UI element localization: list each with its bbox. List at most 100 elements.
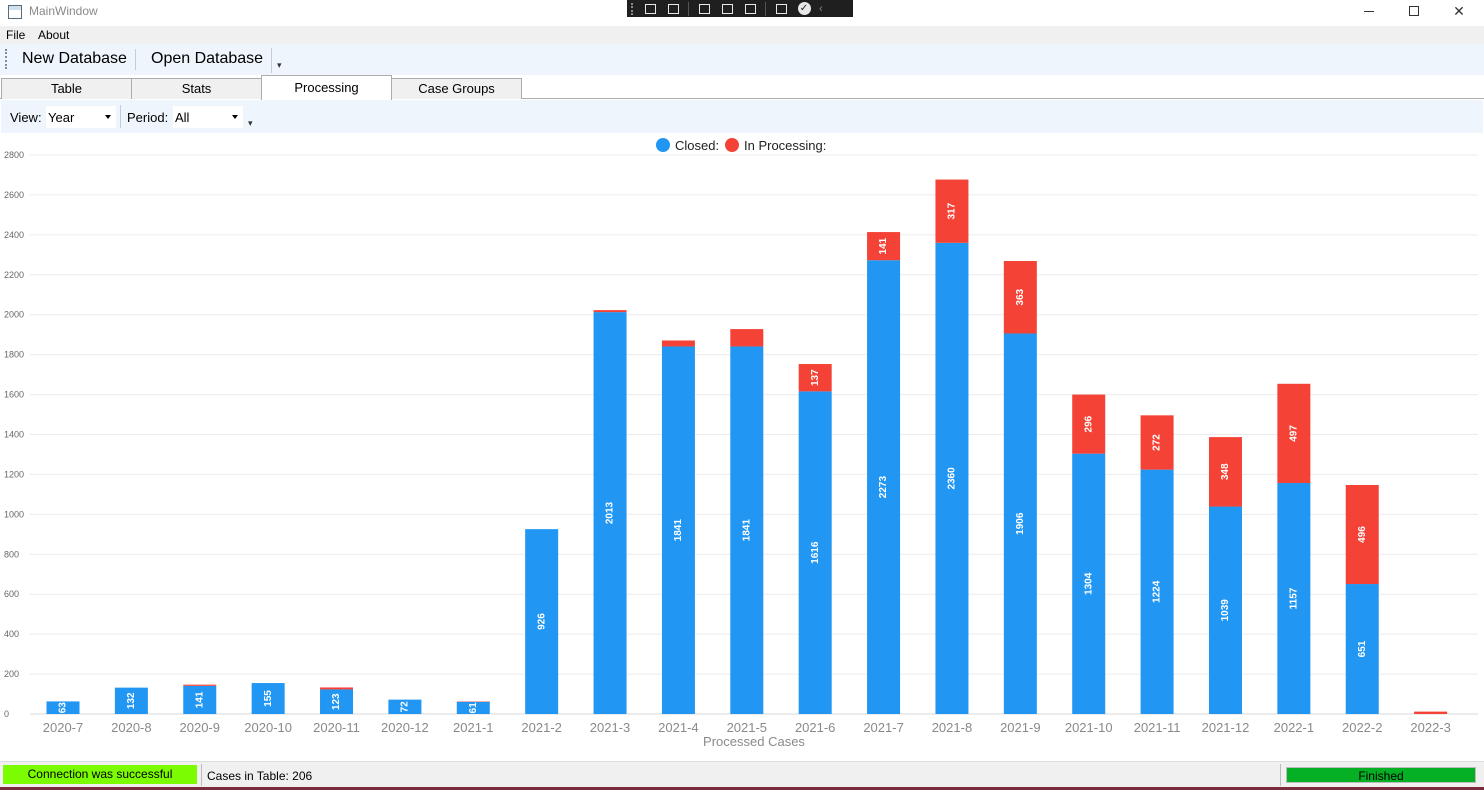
progress-fill [1287, 768, 1475, 782]
bar-in-processing [798, 364, 832, 392]
data-label-in-processing: 141 [878, 237, 889, 254]
minimize-icon [1364, 10, 1374, 12]
y-tick-label: 800 [4, 549, 19, 559]
data-label-closed: 2360 [947, 467, 958, 490]
record-icon[interactable] [665, 3, 681, 15]
connection-status: Connection was successful [3, 765, 197, 784]
legend-marker-closed [656, 138, 670, 152]
bar-closed [730, 346, 764, 714]
close-icon: ✕ [1453, 2, 1465, 19]
data-label-in-processing: 317 [947, 202, 958, 219]
y-tick-label: 400 [4, 629, 19, 639]
view-label: View: [10, 110, 42, 125]
data-label-closed: 1841 [741, 519, 752, 542]
x-tick-label: 2021-12 [1202, 720, 1250, 735]
check-icon[interactable]: ✓ [796, 2, 812, 15]
period-select-value: All [175, 110, 190, 125]
status-separator [1280, 764, 1281, 786]
bar-in-processing [1072, 394, 1106, 454]
region-icon[interactable] [742, 3, 758, 15]
data-label-closed: 123 [331, 693, 342, 710]
bar-closed [1003, 333, 1037, 714]
legend-label-closed: Closed: [675, 138, 719, 153]
y-tick-label: 2600 [4, 190, 24, 200]
toolbar-overflow-button[interactable]: ▾ [271, 48, 287, 73]
data-label-in-processing: 497 [1288, 425, 1299, 442]
data-label-in-processing: 296 [1083, 415, 1094, 432]
x-tick-label: 2021-3 [590, 720, 630, 735]
data-label-closed: 1157 [1288, 587, 1299, 609]
menu-file[interactable]: File [6, 28, 26, 42]
toolbar-grip[interactable] [5, 49, 8, 69]
bar-closed [456, 701, 490, 714]
data-label-in-processing: 496 [1357, 526, 1368, 543]
new-database-button[interactable]: New Database [22, 50, 127, 67]
x-tick-label: 2021-1 [453, 720, 493, 735]
data-label-in-processing: 363 [1015, 288, 1026, 305]
y-tick-label: 1000 [4, 509, 24, 519]
y-tick-label: 1400 [4, 430, 24, 440]
settings-icon[interactable] [773, 3, 789, 15]
open-database-button[interactable]: Open Database [151, 50, 264, 67]
separator [765, 1, 766, 16]
x-tick-label: 2022-3 [1410, 720, 1450, 735]
period-select[interactable]: All [173, 106, 243, 128]
bar-closed [525, 529, 559, 714]
filter-overflow-button[interactable]: ▾ [248, 118, 253, 128]
progress-bar: Finished [1286, 767, 1476, 783]
cases-count: Cases in Table: 206 [207, 769, 313, 783]
data-label-closed: 72 [400, 701, 411, 713]
tab-strip: Table Stats Processing Case Groups [0, 75, 1484, 100]
x-tick-label: 2021-6 [795, 720, 835, 735]
tab-processing[interactable]: Processing [261, 75, 392, 100]
x-tick-label: 2022-2 [1342, 720, 1382, 735]
menu-about[interactable]: About [38, 28, 70, 42]
data-label-closed: 2013 [605, 501, 616, 524]
bar-closed [1140, 469, 1174, 714]
data-label-closed: 63 [58, 702, 69, 714]
bar-closed [388, 699, 422, 714]
window-icon[interactable] [719, 3, 735, 15]
bar-closed [593, 312, 627, 714]
capture-toolbar: ✓ ‹ [627, 0, 853, 17]
chart-svg: 0 200 400 600 800 1000 1200 1400 1600 1800 2000 220… [4, 138, 1478, 749]
progress-text: Finished [1358, 769, 1404, 783]
data-label-in-processing: 272 [1152, 434, 1163, 451]
view-select[interactable]: Year [46, 106, 116, 128]
maximize-button[interactable] [1391, 0, 1437, 22]
x-tick-label: 2020-7 [43, 720, 83, 735]
data-label-closed: 61 [468, 702, 479, 714]
snip-icon[interactable] [642, 3, 658, 15]
x-tick-label: 2020-12 [381, 720, 429, 735]
bar-closed [46, 701, 80, 714]
close-button[interactable]: ✕ [1436, 0, 1482, 22]
y-tick-label: 1200 [4, 469, 24, 479]
bar-in-processing [1003, 261, 1037, 334]
tab-table[interactable]: Table [1, 78, 132, 99]
x-tick-label: 2021-11 [1134, 720, 1181, 735]
tab-stats[interactable]: Stats [131, 78, 262, 99]
bar-in-processing [1208, 437, 1242, 507]
chevron-left-icon[interactable]: ‹ [819, 2, 823, 15]
y-tick-label: 2800 [4, 150, 24, 160]
bar-closed [1277, 483, 1311, 714]
menu-bar: File About [0, 26, 1484, 44]
bar-closed [1072, 453, 1106, 714]
drag-handle[interactable] [631, 2, 635, 15]
bar-in-processing [183, 684, 217, 686]
bar-closed [114, 687, 148, 714]
tab-case-groups[interactable]: Case Groups [391, 78, 522, 99]
bar-in-processing [593, 310, 627, 313]
y-tick-label: 200 [4, 669, 19, 679]
x-tick-label: 2021-9 [1000, 720, 1040, 735]
data-label-closed: 1304 [1083, 572, 1094, 595]
minimize-button[interactable] [1346, 0, 1392, 22]
data-label-closed: 651 [1357, 640, 1368, 657]
x-tick-label: 2020-10 [244, 720, 292, 735]
y-tick-label: 2200 [4, 270, 24, 280]
bar-closed [320, 689, 354, 714]
data-label-closed: 2273 [878, 476, 889, 499]
x-tick-label: 2022-1 [1274, 720, 1314, 735]
pointer-icon[interactable] [696, 3, 712, 15]
